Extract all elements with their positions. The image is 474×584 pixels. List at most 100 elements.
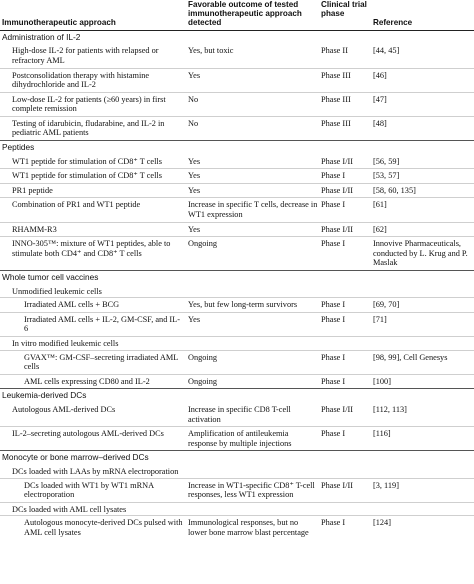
approach-cell: Autologous monocyte-derived DCs pulsed w… <box>0 515 188 540</box>
phase-cell: Phase I <box>321 515 373 540</box>
phase-cell: Phase I/II <box>321 477 373 503</box>
approach-cell: Irradiated AML cells + IL-2, GM-CSF, and… <box>0 311 188 337</box>
approach-cell: WT1 peptide for stimulation of CD8⁺ T ce… <box>0 168 188 184</box>
reference-cell: [100] <box>373 373 474 389</box>
reference-cell: [47] <box>373 91 474 117</box>
outcome-cell: Yes <box>188 182 321 198</box>
reference-cell: [116] <box>373 426 474 451</box>
table-row: DCs loaded with WT1 by WT1 mRNA electrop… <box>0 477 474 503</box>
section-heading: Whole tumor cell vaccines <box>0 269 474 285</box>
phase-cell: Phase I/II <box>321 156 354 166</box>
phase-cell: Phase I <box>321 426 373 451</box>
table-row: High-dose IL-2 for patients with relapse… <box>0 44 474 68</box>
outcome-cell: Amplification of antileukemia response b… <box>188 426 321 451</box>
outcome-cell: Yes <box>188 156 201 166</box>
outcome-cell: Yes <box>188 221 321 237</box>
approach-cell: Postconsolidation therapy with histamine… <box>0 67 188 93</box>
header-outcome: Favorable outcome of tested immunotherap… <box>188 0 321 31</box>
reference-cell: [71] <box>373 311 474 337</box>
outcome-cell: No <box>188 115 321 141</box>
header-reference: Reference <box>373 0 474 31</box>
table-row: IL-2–secreting autologous AML-derived DC… <box>0 426 474 451</box>
table-row: Testing of idarubicin, fludarabine, and … <box>0 115 474 141</box>
approach-cell: PR1 peptide <box>0 182 188 198</box>
table-row: Postconsolidation therapy with histamine… <box>0 67 474 93</box>
table-row: Autologous AML-derived DCs Increase in sp… <box>0 403 474 427</box>
outcome-cell: Increase in specific CD8 T-cell activati… <box>188 404 291 424</box>
phase-cell: Phase II <box>321 46 348 56</box>
table-row: RHAMM-R3 Yes Phase I/II [62] <box>0 221 474 237</box>
section-heading: Leukemia-derived DCs <box>0 388 474 403</box>
header-phase: Clinical trial phase <box>321 0 373 31</box>
phase-cell: Phase III <box>321 67 373 93</box>
phase-cell: Phase I <box>321 311 373 337</box>
outcome-cell: Yes <box>188 168 321 184</box>
reference-cell: [69, 70] <box>373 297 474 313</box>
reference-cell: [98, 99], Cell Genesys <box>373 349 474 375</box>
phase-cell: Phase I <box>321 236 373 271</box>
reference-cell: [3, 119] <box>373 477 474 503</box>
section-heading: Administration of IL-2 <box>0 29 474 45</box>
outcome-cell: Immunological responses, but no lower bo… <box>188 515 321 540</box>
subsection-heading-title: Unmodified leukemic cells <box>12 286 102 296</box>
phase-cell: Phase I <box>321 373 373 389</box>
reference-cell: [58, 60, 135] <box>373 182 474 198</box>
table-row: INNO-305™: mixture of WT1 peptides, able… <box>0 236 474 271</box>
section-heading-title: Whole tumor cell vaccines <box>0 269 474 285</box>
table-row: WT1 peptide for stimulation of CD8⁺ T ce… <box>0 168 474 184</box>
section-heading: Peptides <box>0 140 474 155</box>
subsection-heading: In vitro modified leukemic cells <box>0 335 474 351</box>
reference-cell: [46] <box>373 67 474 93</box>
outcome-cell: Increase in WT1-specific CD8⁺ T-cell res… <box>188 477 321 503</box>
table-row: Low-dose IL-2 for patients (≥60 years) i… <box>0 91 474 117</box>
approach-cell: Irradiated AML cells + BCG <box>0 297 188 313</box>
reference-cell: [48] <box>373 115 474 141</box>
phase-cell: Phase III <box>321 91 373 117</box>
outcome-cell: Yes, but few long-term survivors <box>188 297 321 313</box>
subsection-heading: DCs loaded with AML cell lysates <box>0 501 474 516</box>
phase-cell: Phase I <box>321 297 373 313</box>
section-heading: Monocyte or bone marrow–derived DCs <box>0 450 474 465</box>
phase-cell: Phase I <box>321 168 373 184</box>
approach-cell: INNO-305™: mixture of WT1 peptides, able… <box>0 236 188 271</box>
reference-cell: [44, 45] <box>373 46 400 56</box>
reference-cell: [112, 113] <box>373 404 407 414</box>
table-row: Irradiated AML cells + IL-2, GM-CSF, and… <box>0 311 474 337</box>
approach-cell: GVAX™: GM-CSF–secreting irradiated AML c… <box>0 349 188 375</box>
section-heading-title: Leukemia-derived DCs <box>0 388 474 403</box>
outcome-cell: No <box>188 91 321 117</box>
approach-cell: Autologous AML-derived DCs <box>12 404 116 414</box>
phase-cell: Phase I/II <box>321 404 354 414</box>
reference-cell: [61] <box>373 197 474 223</box>
table-row: Irradiated AML cells + BCG Yes, but few l… <box>0 297 474 313</box>
approach-cell: AML cells expressing CD80 and IL-2 <box>0 373 188 389</box>
approach-cell: Low-dose IL-2 for patients (≥60 years) i… <box>0 91 188 117</box>
outcome-cell: Yes <box>188 67 321 93</box>
subsection-heading-title: DCs loaded with AML cell lysates <box>0 501 474 516</box>
table-row: WT1 peptide for stimulation of CD8⁺ T ce… <box>0 155 474 169</box>
reference-cell: [62] <box>373 221 474 237</box>
approach-cell: DCs loaded with WT1 by WT1 mRNA electrop… <box>0 477 188 503</box>
section-heading-title: Administration of IL-2 <box>0 29 474 45</box>
subsection-heading-title: DCs loaded with LAAs by mRNA electropora… <box>12 466 179 476</box>
phase-cell: Phase I/II <box>321 182 373 198</box>
phase-cell: Phase I <box>321 349 373 375</box>
reference-cell: [124] <box>373 515 474 540</box>
phase-cell: Phase III <box>321 115 373 141</box>
table-row: AML cells expressing CD80 and IL-2 Ongoin… <box>0 373 474 389</box>
outcome-cell: Ongoing <box>188 373 321 389</box>
approach-cell: Testing of idarubicin, fludarabine, and … <box>0 115 188 141</box>
table-row: Combination of PR1 and WT1 peptide Increa… <box>0 197 474 223</box>
table-row: GVAX™: GM-CSF–secreting irradiated AML c… <box>0 349 474 375</box>
table-header: Immunotherapeutic approach Favorable out… <box>0 0 474 31</box>
outcome-cell: Ongoing <box>188 236 321 271</box>
section-heading-title: Peptides <box>0 140 474 155</box>
phase-cell: Phase I/II <box>321 221 373 237</box>
immunotherapy-table: Immunotherapeutic approach Favorable out… <box>0 0 474 540</box>
subsection-heading-title: In vitro modified leukemic cells <box>0 335 474 351</box>
approach-cell: High-dose IL-2 for patients with relapse… <box>12 46 159 65</box>
table-row: PR1 peptide Yes Phase I/II [58, 60, 135] <box>0 182 474 198</box>
subsection-heading: DCs loaded with LAAs by mRNA electropora… <box>0 465 474 478</box>
approach-cell: Combination of PR1 and WT1 peptide <box>0 197 188 223</box>
